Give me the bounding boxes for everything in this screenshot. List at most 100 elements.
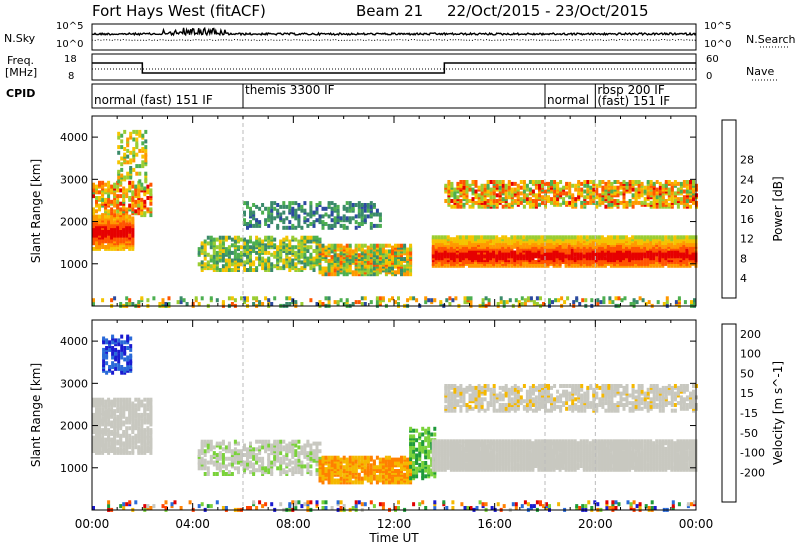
velocity-cell — [294, 470, 298, 475]
power-cell — [504, 183, 508, 188]
power-cell — [132, 158, 136, 163]
power-cell — [120, 167, 124, 172]
power-cell — [507, 191, 511, 196]
power-cell — [591, 235, 595, 240]
power-cell — [369, 264, 373, 269]
velocity-cell — [330, 455, 334, 460]
velocity-cell — [120, 347, 124, 352]
power-cell — [471, 235, 474, 240]
power-cell — [309, 204, 313, 209]
power-cell — [540, 235, 544, 240]
power-cell — [230, 302, 234, 306]
cpid-segment-label: normal (fast) 151 IF — [94, 93, 213, 107]
power-cell — [682, 199, 686, 203]
power-cell — [616, 244, 619, 249]
power-cell — [318, 237, 322, 242]
power-cell — [522, 235, 526, 240]
power-cell — [149, 182, 153, 187]
power-cell — [117, 175, 121, 180]
power-cell — [197, 250, 201, 255]
velocity-cell — [227, 456, 231, 461]
velocity-cell — [224, 464, 228, 469]
velocity-cell — [224, 472, 228, 476]
velocity-cell — [134, 397, 138, 402]
power-cell — [276, 245, 280, 250]
velocity-cell — [312, 458, 316, 463]
power-cell — [197, 262, 201, 267]
power-cell — [101, 213, 105, 218]
velocity-cell — [98, 450, 101, 455]
freq-series — [92, 62, 696, 74]
velocity-cell — [111, 365, 115, 369]
power-cell — [95, 199, 98, 204]
power-cell — [315, 210, 319, 215]
power-cell — [415, 298, 419, 303]
power-cell — [632, 298, 636, 303]
power-cell — [471, 187, 475, 192]
velocity-cell — [123, 346, 127, 350]
power-cell — [255, 250, 259, 255]
power-cell — [303, 264, 307, 269]
power-cell — [453, 204, 457, 209]
power-cell — [369, 258, 373, 263]
velocity-cell — [300, 468, 304, 473]
power-cell — [400, 268, 403, 273]
velocity-cell — [197, 453, 201, 457]
power-cell — [604, 195, 608, 200]
velocity-cell — [200, 456, 204, 461]
velocity-cell — [143, 428, 147, 433]
power-cell — [447, 199, 451, 203]
power-cell — [625, 235, 628, 240]
power-cell — [528, 197, 532, 202]
velocity-cell — [264, 466, 268, 471]
power-cell — [555, 235, 559, 240]
power-cell — [224, 235, 228, 240]
power-cell — [119, 302, 123, 306]
power-cell — [273, 296, 277, 301]
power-cell — [622, 235, 625, 240]
power-cell — [474, 235, 477, 240]
velocity-cell — [279, 460, 283, 465]
velocity-cell — [98, 414, 101, 419]
power-cell — [255, 223, 259, 228]
power-cell — [628, 199, 632, 203]
power-cell — [276, 223, 280, 228]
power-cell — [288, 225, 292, 230]
power-cell — [682, 189, 686, 194]
power-cell — [324, 272, 328, 277]
power-cell — [161, 298, 165, 303]
velocity-cell — [149, 450, 153, 455]
power-cell — [486, 183, 490, 188]
power-cell — [140, 197, 144, 202]
power-cell — [348, 204, 352, 209]
velocity-cell — [134, 445, 138, 450]
power-cell — [652, 197, 656, 202]
velocity-cell — [134, 433, 138, 438]
power-cell — [409, 272, 413, 277]
power-cell — [655, 180, 659, 184]
power-cell — [261, 245, 265, 250]
power-cell — [658, 235, 662, 240]
velocity-cell — [264, 439, 268, 444]
power-cell — [450, 204, 454, 209]
power-cell — [131, 190, 135, 195]
power-cell — [306, 262, 310, 267]
velocity-cell — [122, 430, 126, 434]
power-cell — [622, 204, 626, 209]
power-cell — [273, 216, 277, 221]
velocity-cell — [276, 453, 280, 457]
power-cell — [206, 235, 210, 240]
velocity-cell — [255, 453, 259, 457]
velocity-cell — [279, 456, 283, 461]
y-tick-label: 1000 — [60, 258, 88, 271]
velocity-cell — [212, 472, 216, 476]
velocity-cell — [221, 460, 225, 465]
power-cell — [135, 137, 139, 142]
power-cell — [679, 200, 683, 205]
velocity-cell — [282, 458, 286, 463]
power-cell — [129, 150, 133, 155]
power-cell — [300, 252, 304, 257]
power-cell — [113, 296, 117, 301]
power-cell — [255, 235, 259, 240]
power-cell — [465, 235, 468, 240]
